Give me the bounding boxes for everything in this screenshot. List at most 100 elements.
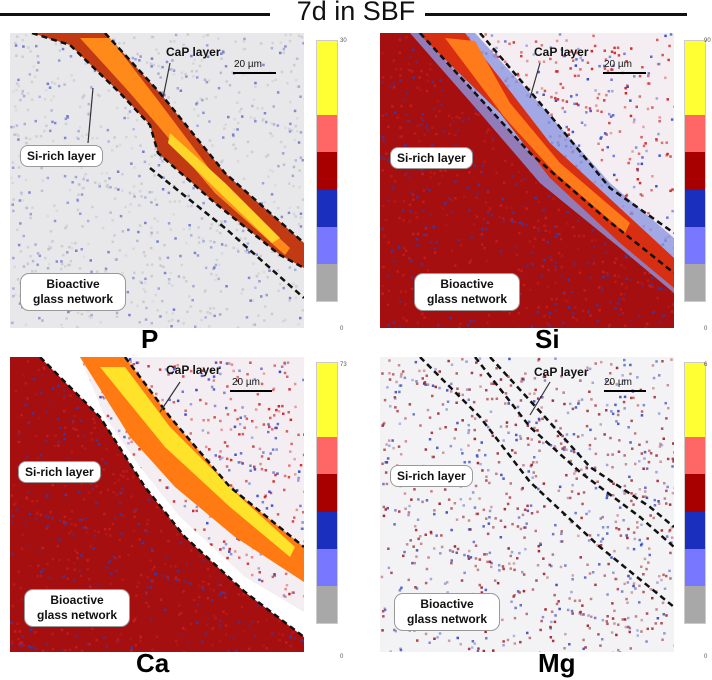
speckle — [653, 395, 656, 399]
speckle — [610, 50, 614, 53]
speckle — [625, 193, 629, 197]
speckle — [638, 74, 642, 78]
speckle — [596, 544, 599, 547]
speckle — [39, 574, 43, 578]
speckle — [451, 550, 455, 553]
speckle — [527, 420, 531, 424]
speckle — [562, 391, 565, 394]
colorbar-max-p: 30 — [340, 38, 347, 44]
speckle — [27, 421, 30, 424]
speckle — [87, 242, 90, 246]
speckle — [145, 306, 148, 310]
speckle — [592, 258, 596, 261]
speckle — [86, 113, 90, 116]
speckle — [390, 75, 393, 79]
speckle — [511, 449, 514, 452]
speckle — [76, 556, 79, 560]
speckle — [483, 553, 486, 556]
speckle — [473, 417, 477, 420]
speckle — [444, 169, 447, 172]
speckle — [150, 190, 154, 194]
speckle — [51, 120, 54, 124]
speckle — [560, 265, 563, 269]
speckle — [119, 502, 122, 505]
speckle — [417, 537, 420, 541]
speckle — [201, 588, 205, 591]
speckle — [600, 136, 603, 139]
speckle — [147, 518, 150, 522]
speckle — [423, 316, 426, 319]
speckle — [531, 263, 534, 266]
speckle — [209, 543, 213, 546]
speckle — [640, 565, 643, 568]
speckle — [17, 166, 21, 169]
speckle — [262, 372, 266, 375]
speckle — [633, 537, 636, 541]
speckle — [399, 453, 403, 456]
speckle — [528, 240, 532, 243]
speckle — [241, 432, 245, 436]
speckle — [461, 452, 464, 455]
speckle — [387, 125, 390, 129]
speckle — [259, 462, 262, 466]
speckle — [414, 360, 418, 364]
speckle — [46, 214, 50, 218]
speckle — [453, 545, 457, 548]
speckle — [11, 161, 15, 164]
speckle — [623, 363, 626, 367]
speckle — [623, 266, 626, 269]
speckle — [623, 395, 627, 399]
speckle — [275, 448, 278, 451]
speckle — [113, 136, 116, 139]
speckle — [582, 613, 585, 616]
speckle — [390, 250, 394, 253]
speckle — [516, 525, 520, 528]
speckle — [63, 437, 66, 441]
speckle — [456, 129, 460, 133]
speckle — [479, 170, 483, 174]
speckle — [114, 556, 117, 560]
colorbar-segment — [317, 226, 337, 264]
speckle — [254, 286, 257, 289]
speckle — [24, 403, 27, 407]
speckle — [14, 41, 17, 45]
speckle — [658, 116, 661, 119]
speckle — [186, 204, 190, 208]
colorbar-ca — [316, 362, 338, 624]
speckle — [299, 225, 303, 228]
speckle — [63, 432, 66, 436]
speckle — [495, 367, 498, 370]
speckle — [534, 181, 538, 184]
speckle — [671, 291, 674, 294]
speckle — [209, 307, 212, 310]
speckle — [657, 62, 661, 66]
speckle — [569, 496, 572, 500]
title-rule-right — [425, 13, 687, 16]
speckle — [252, 98, 256, 101]
speckle — [626, 601, 629, 604]
speckle — [445, 224, 448, 227]
speckle — [609, 301, 612, 304]
speckle — [122, 475, 125, 478]
speckle — [169, 565, 172, 568]
speckle — [228, 84, 232, 87]
speckle — [285, 641, 288, 644]
speckle — [62, 397, 66, 400]
speckle — [222, 610, 225, 613]
speckle — [623, 407, 626, 410]
speckle — [576, 247, 580, 250]
speckle — [138, 321, 141, 324]
speckle — [398, 51, 402, 54]
speckle — [297, 85, 301, 88]
speckle — [37, 564, 40, 568]
speckle — [635, 105, 638, 109]
speckle — [172, 401, 176, 404]
speckle — [666, 485, 669, 489]
speckle — [634, 587, 637, 590]
colorbar-segment — [317, 548, 337, 586]
speckle — [246, 562, 250, 565]
speckle — [510, 600, 513, 603]
speckle — [670, 310, 674, 313]
speckle — [48, 263, 51, 266]
speckle — [512, 41, 516, 44]
